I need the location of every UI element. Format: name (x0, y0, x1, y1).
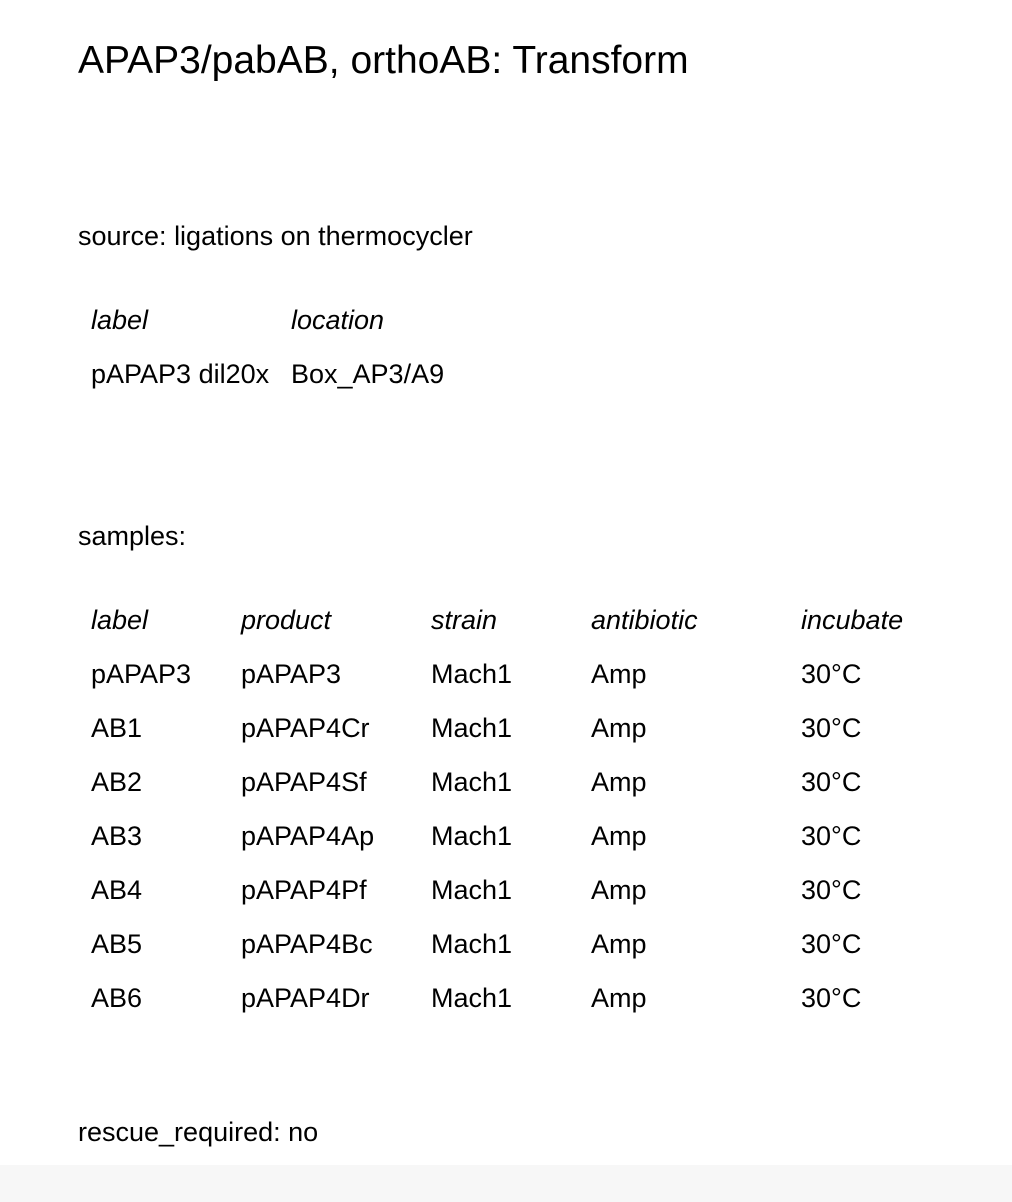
source-cell-label: pAPAP3 dil20x (91, 359, 270, 389)
source-key: source: (78, 221, 167, 251)
sample-strain: Mach1 (431, 659, 513, 689)
sample-strain: Mach1 (431, 767, 513, 797)
samples-header-product: product (241, 605, 332, 635)
sample-label: AB4 (91, 875, 143, 905)
sample-antibiotic: Amp (591, 821, 647, 851)
sample-product: pAPAP4Ap (241, 821, 375, 851)
sample-strain: Mach1 (431, 875, 513, 905)
sample-antibiotic: Amp (591, 875, 647, 905)
sample-label: AB3 (91, 821, 143, 851)
samples-row: pAPAP3 pAPAP3 Mach1 Amp 30°C (91, 658, 991, 712)
sample-incubate: 30°C (801, 713, 862, 743)
source-cell-location: Box_AP3/A9 (291, 359, 445, 389)
sample-product: pAPAP4Sf (241, 767, 367, 797)
source-value: ligations on thermocycler (174, 221, 473, 251)
sample-label: AB5 (91, 929, 143, 959)
sample-incubate: 30°C (801, 875, 862, 905)
sample-strain: Mach1 (431, 929, 513, 959)
samples-header-antibiotic: antibiotic (591, 605, 698, 635)
samples-row: AB2 pAPAP4Sf Mach1 Amp 30°C (91, 766, 991, 820)
samples-header-row: label product strain antibiotic incubate (91, 604, 991, 658)
source-line: source: ligations on thermocycler (78, 220, 473, 252)
sample-product: pAPAP4Pf (241, 875, 367, 905)
samples-header-incubate: incubate (801, 605, 904, 635)
sample-incubate: 30°C (801, 929, 862, 959)
sample-label: pAPAP3 (91, 659, 192, 689)
rescue-required-line: rescue_required: no (78, 1117, 319, 1147)
sample-label: AB6 (91, 983, 143, 1013)
sample-incubate: 30°C (801, 983, 862, 1013)
page-bottom-band (0, 1165, 1012, 1202)
sample-strain: Mach1 (431, 821, 513, 851)
sample-incubate: 30°C (801, 767, 862, 797)
sample-label: AB2 (91, 767, 143, 797)
samples-row: AB3 pAPAP4Ap Mach1 Amp 30°C (91, 820, 991, 874)
samples-row: AB4 pAPAP4Pf Mach1 Amp 30°C (91, 874, 991, 928)
samples-table: label product strain antibiotic incubate… (91, 604, 991, 1036)
samples-heading: samples: (78, 521, 187, 551)
sample-product: pAPAP4Bc (241, 929, 373, 959)
sample-antibiotic: Amp (591, 767, 647, 797)
sample-incubate: 30°C (801, 821, 862, 851)
sample-antibiotic: Amp (591, 983, 647, 1013)
sample-strain: Mach1 (431, 713, 513, 743)
sample-product: pAPAP4Dr (241, 983, 370, 1013)
document-title: APAP3/pabAB, orthoAB: Transform (78, 39, 689, 82)
sample-strain: Mach1 (431, 983, 513, 1013)
sample-antibiotic: Amp (591, 713, 647, 743)
sample-product: pAPAP3 (241, 659, 342, 689)
source-table: label location pAPAP3 dil20x Box_AP3/A9 (91, 304, 991, 412)
samples-row: AB6 pAPAP4Dr Mach1 Amp 30°C (91, 982, 991, 1036)
source-header-location: location (291, 305, 385, 335)
samples-header-strain: strain (431, 605, 498, 635)
source-header-row: label location (91, 304, 991, 358)
sample-antibiotic: Amp (591, 929, 647, 959)
sample-label: AB1 (91, 713, 143, 743)
samples-row: AB5 pAPAP4Bc Mach1 Amp 30°C (91, 928, 991, 982)
samples-row: AB1 pAPAP4Cr Mach1 Amp 30°C (91, 712, 991, 766)
sample-antibiotic: Amp (591, 659, 647, 689)
samples-header-label: label (91, 605, 149, 635)
sample-product: pAPAP4Cr (241, 713, 370, 743)
source-header-label: label (91, 305, 149, 335)
source-row: pAPAP3 dil20x Box_AP3/A9 (91, 358, 991, 412)
sample-incubate: 30°C (801, 659, 862, 689)
